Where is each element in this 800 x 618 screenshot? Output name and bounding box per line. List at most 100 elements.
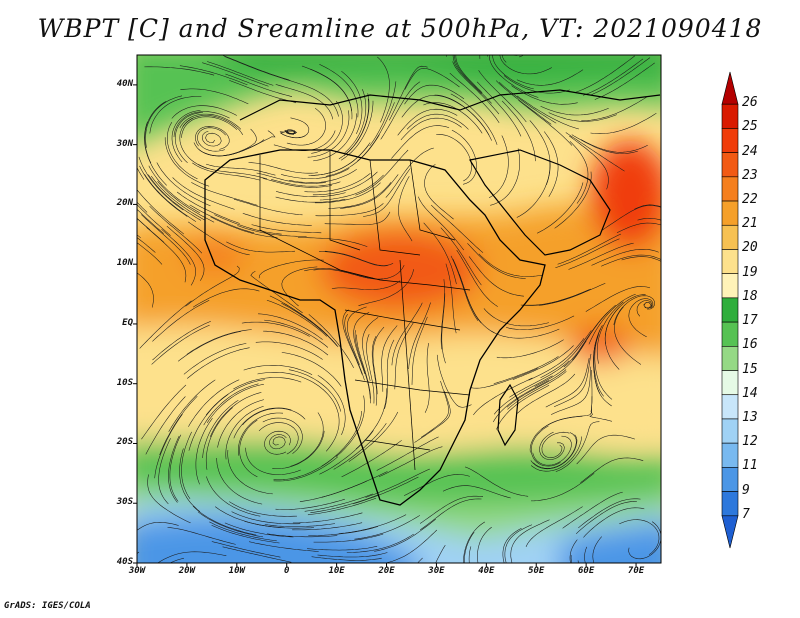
colorbar-label: 15 xyxy=(742,361,758,377)
streamline xyxy=(281,302,338,346)
streamline xyxy=(468,256,524,297)
streamline xyxy=(613,295,655,325)
streamline xyxy=(263,330,329,356)
streamline xyxy=(269,295,328,336)
streamline xyxy=(138,156,184,211)
streamline xyxy=(157,181,215,223)
streamline xyxy=(530,436,582,472)
streamline xyxy=(619,519,660,555)
streamline xyxy=(206,476,261,517)
streamline xyxy=(217,399,264,448)
streamline xyxy=(292,512,363,524)
streamline xyxy=(353,311,370,375)
streamline xyxy=(192,505,257,536)
streamline xyxy=(470,368,538,389)
streamline xyxy=(158,551,227,563)
streamline xyxy=(374,518,436,552)
streamline xyxy=(229,80,297,104)
streamline xyxy=(342,309,363,375)
streamline xyxy=(454,55,492,104)
streamline xyxy=(310,494,379,513)
axis-ticks xyxy=(133,84,637,567)
streamline xyxy=(522,288,591,306)
streamline xyxy=(242,408,306,426)
streamline xyxy=(614,306,642,365)
streamline xyxy=(205,407,233,470)
streamline xyxy=(275,498,345,510)
streamline xyxy=(171,110,201,163)
streamline xyxy=(371,335,378,406)
streamline xyxy=(555,238,620,268)
streamline xyxy=(516,159,551,218)
streamline xyxy=(585,286,651,312)
streamline xyxy=(473,377,533,416)
streamline xyxy=(181,431,192,500)
streamline xyxy=(493,356,559,384)
lat-label: 20S xyxy=(116,437,133,448)
streamline xyxy=(308,526,378,536)
streamline xyxy=(451,129,477,185)
streamline xyxy=(179,113,242,130)
colorbar-label: 22 xyxy=(742,192,758,208)
streamline xyxy=(216,457,263,505)
streamline xyxy=(503,75,570,94)
streamline xyxy=(171,105,237,119)
south-yellow-band xyxy=(137,325,661,447)
streamline xyxy=(596,301,624,364)
streamline xyxy=(366,333,375,404)
streamline xyxy=(292,522,363,531)
streamline xyxy=(215,506,282,528)
streamline xyxy=(525,506,583,548)
streamline xyxy=(506,369,567,408)
colorbar-label: 20 xyxy=(742,240,758,256)
streamline xyxy=(161,228,196,286)
streamline xyxy=(401,95,462,118)
streamline xyxy=(225,73,293,97)
streamline xyxy=(237,225,307,237)
streamline xyxy=(467,243,526,279)
streamline xyxy=(222,546,292,563)
colorbar-label: 16 xyxy=(742,337,758,353)
colorbar-swatch xyxy=(721,71,739,105)
streamline xyxy=(584,546,588,563)
streamline xyxy=(148,165,200,214)
lat-label: 40N xyxy=(116,78,133,89)
streamline xyxy=(168,435,180,503)
streamline xyxy=(404,84,465,105)
streamline xyxy=(172,177,235,210)
streamline xyxy=(202,399,239,459)
lon-label: 10W xyxy=(228,566,245,576)
streamline xyxy=(191,182,258,206)
streamline xyxy=(540,105,609,116)
streamline xyxy=(197,511,264,538)
streamline xyxy=(137,242,163,265)
lon-label: 0 xyxy=(283,566,290,576)
streamline xyxy=(315,203,384,217)
streamline xyxy=(576,434,635,465)
streamline xyxy=(381,325,398,392)
colorbar-label: 13 xyxy=(742,409,758,425)
streamline xyxy=(363,168,411,217)
streamline xyxy=(321,471,388,498)
hot-core-west xyxy=(185,237,245,273)
colorbar-label: 18 xyxy=(742,288,758,304)
streamline xyxy=(478,70,527,123)
streamline xyxy=(307,497,377,516)
streamline xyxy=(331,280,401,290)
streamline xyxy=(531,425,561,467)
streamline xyxy=(231,511,301,525)
streamline xyxy=(271,179,341,187)
streamline xyxy=(152,321,211,361)
streamline xyxy=(139,165,188,217)
streamline xyxy=(435,544,446,563)
streamline xyxy=(376,436,439,471)
streamline xyxy=(180,88,249,105)
streamline xyxy=(275,196,346,203)
streamline xyxy=(275,191,346,197)
colorbar-label: 14 xyxy=(742,385,758,401)
lat-label: 30S xyxy=(116,497,133,508)
streamline xyxy=(264,523,336,527)
streamline xyxy=(583,58,644,96)
